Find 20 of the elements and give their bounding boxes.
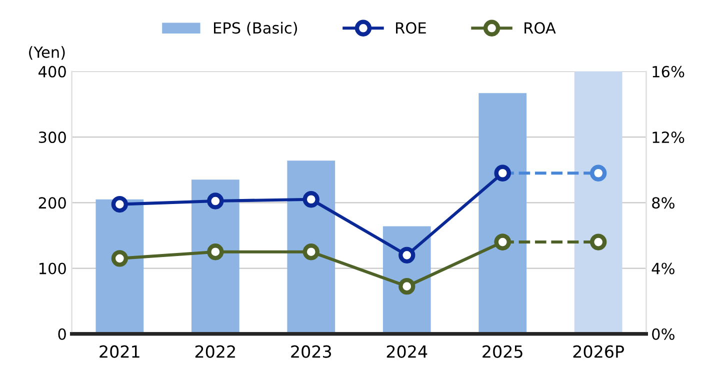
y-tick-label: 200 [38, 197, 66, 209]
x-tick-label: 2021 [100, 345, 140, 358]
y-tick-label: 0 [58, 328, 66, 340]
y2-tick-label: 12% [652, 131, 684, 144]
legend-label: EPS (Basic) [214, 22, 297, 36]
y2-tick-label: 4% [652, 262, 674, 274]
x-tick-label: 2024 [386, 345, 428, 358]
y2-tick-label: 16% [652, 66, 684, 78]
y-tick-label: 100 [39, 262, 66, 274]
x-tick-label: 2025 [482, 345, 522, 358]
y2-tick-label: 0% [652, 328, 674, 340]
x-tick-label: 2023 [291, 345, 332, 358]
y-tick-label: 300 [38, 131, 66, 144]
y-axis-title: (Yen) [29, 46, 65, 60]
x-tick-label: 2026P [573, 345, 624, 358]
legend-label: ROA [524, 22, 556, 34]
x-tick-label: 2022 [195, 345, 235, 358]
y2-tick-label: 8% [652, 197, 674, 209]
legend-label: ROE [396, 22, 426, 34]
y-tick-label: 400 [38, 66, 66, 78]
